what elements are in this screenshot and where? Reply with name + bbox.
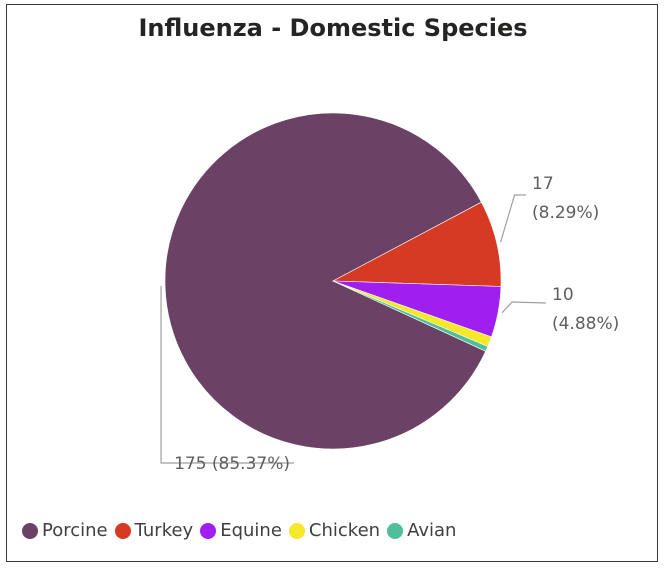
pie-slice-turkey[interactable]: [331, 201, 502, 287]
leader-line-porcine: [160, 285, 294, 464]
legend-item-equine[interactable]: Equine: [200, 520, 282, 541]
legend-swatch: [114, 522, 131, 539]
legend-label: Avian: [407, 520, 457, 541]
legend-label: Porcine: [42, 520, 108, 541]
legend-item-chicken[interactable]: Chicken: [288, 520, 381, 541]
legend-label: Turkey: [134, 520, 194, 541]
data-label-equine-value: 10: [552, 285, 574, 305]
legend-swatch: [200, 522, 217, 539]
pie-slice-porcine[interactable]: [164, 112, 487, 450]
legend-swatch: [288, 522, 305, 539]
legend-label: Chicken: [308, 520, 381, 541]
data-label-turkey-percent: (8.29%): [532, 203, 599, 223]
legend-item-turkey[interactable]: Turkey: [114, 520, 194, 541]
legend-label: Equine: [220, 520, 282, 541]
leader-line-turkey: [499, 194, 526, 243]
data-label-porcine: 175 (85.37%): [174, 454, 290, 474]
legend-swatch: [387, 522, 404, 539]
pie-slice-avian[interactable]: [332, 280, 489, 352]
chart-legend: Porcine Turkey Equine Chicken Avian: [22, 520, 463, 541]
legend-swatch: [22, 522, 38, 539]
leader-line-equine: [501, 301, 547, 314]
data-label-equine-percent: (4.88%): [552, 314, 619, 334]
legend-item-avian[interactable]: Avian: [387, 520, 456, 541]
chart-title: Influenza - Domestic Species: [138, 14, 528, 42]
data-label-turkey-value: 17: [532, 174, 554, 194]
legend-item-porcine[interactable]: Porcine: [22, 520, 108, 541]
